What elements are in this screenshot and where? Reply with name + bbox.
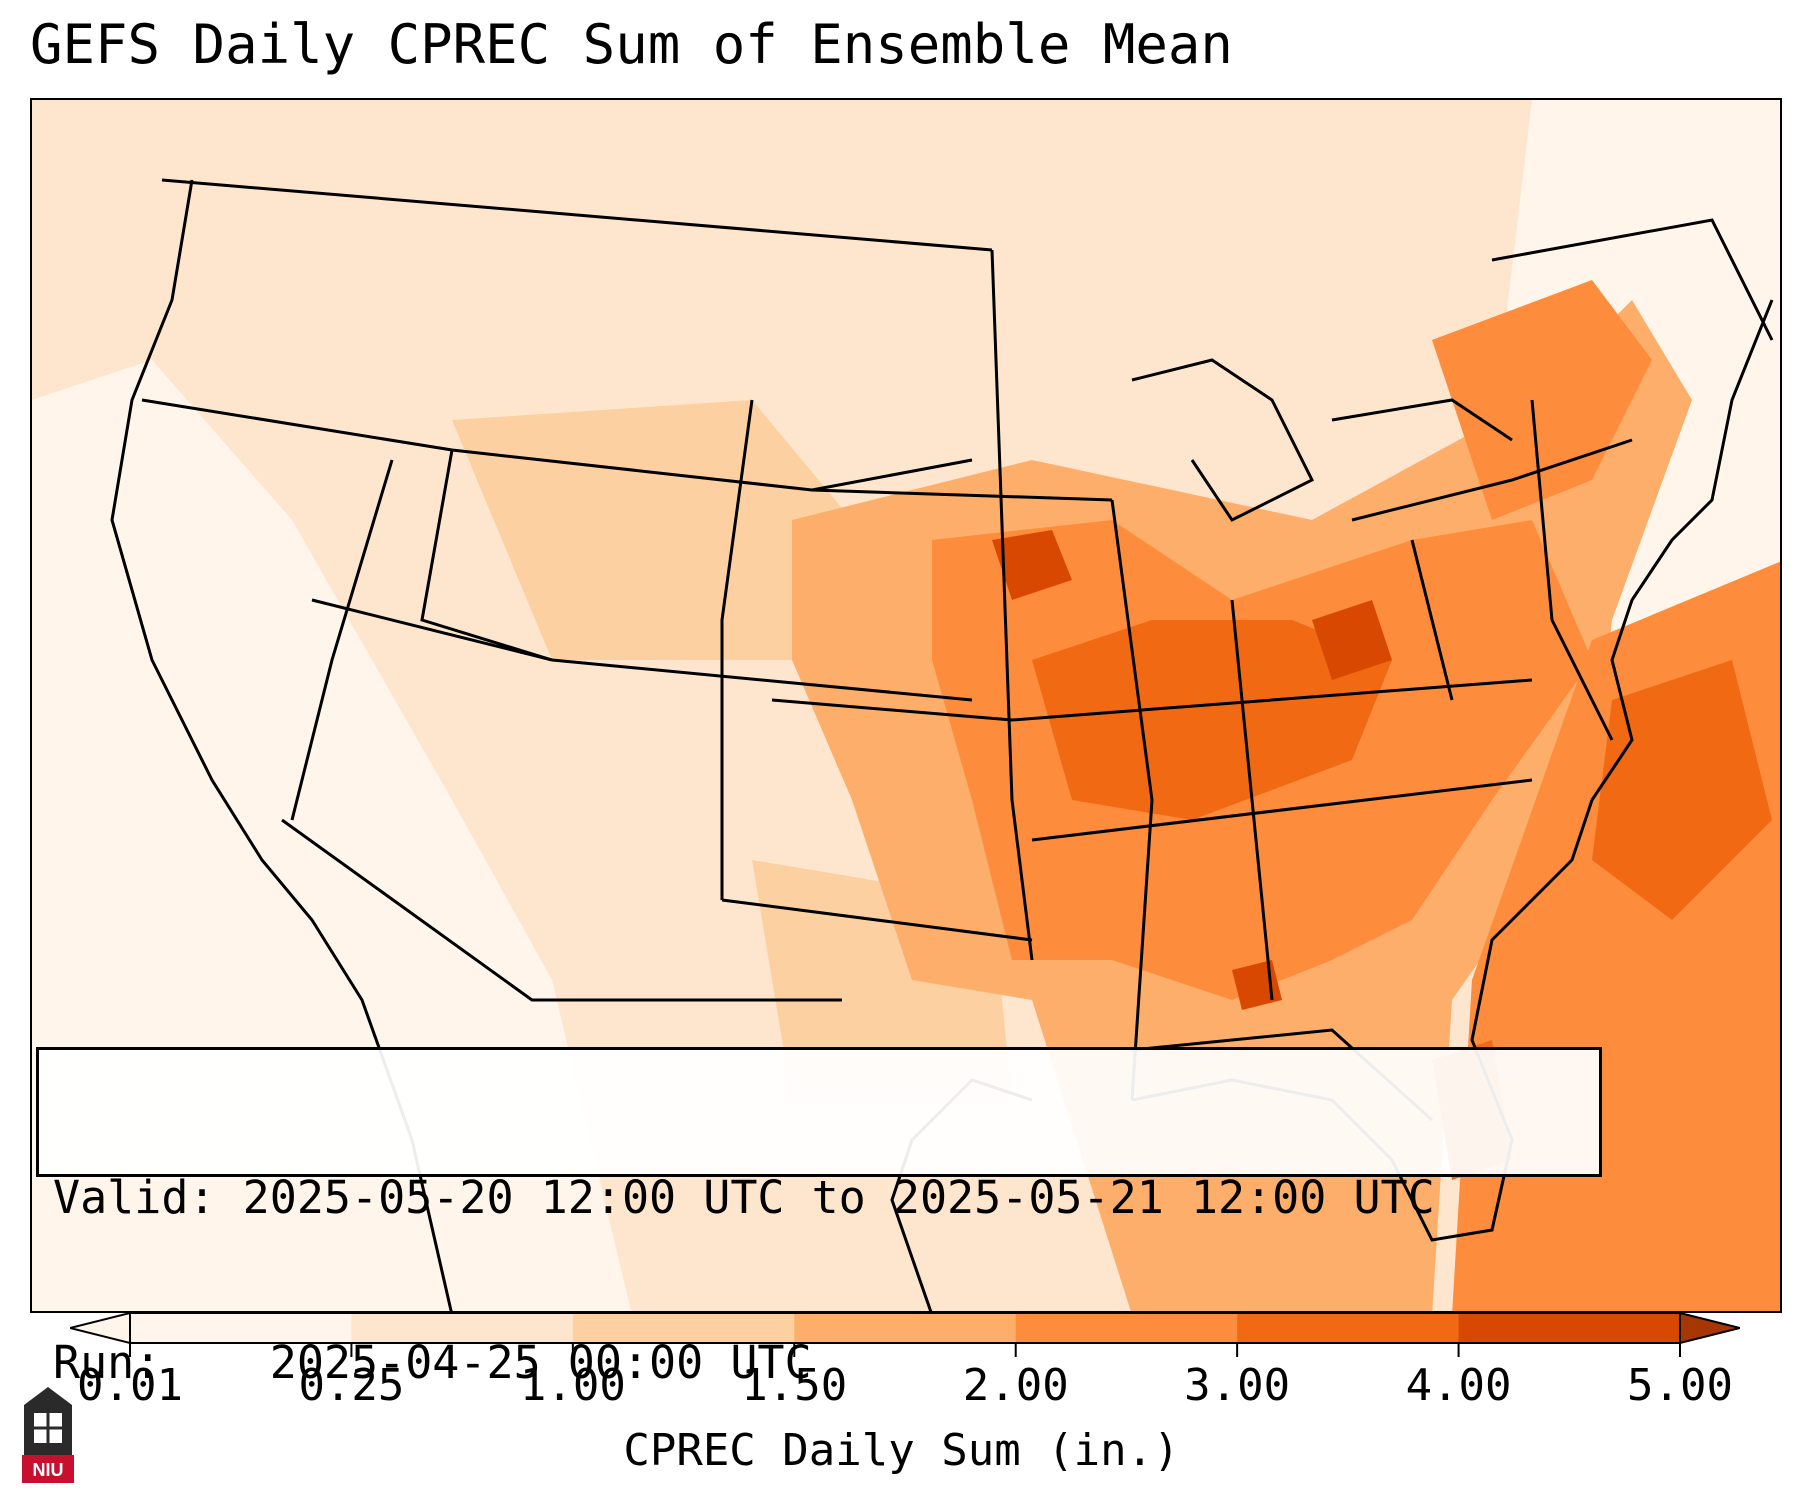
colorbar-outline bbox=[129, 1312, 1681, 1344]
map-title: GEFS Daily CPREC Sum of Ensemble Mean bbox=[30, 13, 1233, 76]
colorbar-tick-label: 1.00 bbox=[519, 1360, 626, 1411]
colorbar-segment bbox=[1237, 1313, 1460, 1343]
colorbar-tick-label: 5.00 bbox=[1627, 1360, 1733, 1411]
colorbar-extend-high bbox=[1679, 1311, 1740, 1345]
valid-label: Valid: bbox=[53, 1171, 216, 1224]
precip-northeast-high bbox=[1432, 280, 1652, 520]
precip-offshore-very-high bbox=[1592, 660, 1772, 920]
precip-core-very-high bbox=[1032, 620, 1392, 820]
colorbar-segment bbox=[351, 1313, 574, 1343]
logo-text: NIU bbox=[33, 1460, 64, 1480]
colorbar bbox=[70, 1311, 1740, 1357]
state-borders bbox=[141, 178, 1774, 1122]
niu-logo: NIU bbox=[22, 1387, 74, 1483]
colorbar-tick-label: 1.50 bbox=[741, 1360, 848, 1411]
colorbar-segment bbox=[1458, 1313, 1681, 1343]
colorbar-segment bbox=[1015, 1313, 1238, 1343]
colorbar-tick-label: 0.25 bbox=[298, 1360, 405, 1411]
precip-plains-light bbox=[452, 400, 852, 660]
run-label: Run: bbox=[53, 1336, 162, 1389]
colorbar-label: CPREC Daily Sum (in.) bbox=[623, 1425, 1180, 1476]
run-value: 2025-04-25 00:00 UTC bbox=[269, 1336, 812, 1389]
precip-peak-ohio bbox=[1312, 600, 1392, 680]
logo-red-band bbox=[22, 1455, 74, 1483]
valid-value: 2025-05-20 12:00 UTC to 2025-05-21 12:00… bbox=[242, 1171, 1435, 1224]
run-info-box: Valid: 2025-05-20 12:00 UTC to 2025-05-2… bbox=[36, 1047, 1602, 1389]
colorbar-segment bbox=[794, 1313, 1017, 1343]
colorbar-tick-label: 3.00 bbox=[1184, 1360, 1291, 1411]
colorbar-tick-label: 2.00 bbox=[962, 1360, 1069, 1411]
colorbar-segment bbox=[572, 1313, 795, 1343]
colorbar-tick-label: 4.00 bbox=[1405, 1360, 1512, 1411]
run-row: Run: 2025-04-25 00:00 UTC bbox=[53, 1335, 1585, 1390]
colorbar-tick-label: 0.01 bbox=[77, 1360, 183, 1411]
valid-row: Valid: 2025-05-20 12:00 UTC to 2025-05-2… bbox=[53, 1170, 1585, 1225]
precip-peak-iowa bbox=[992, 530, 1072, 600]
colorbar-extend-low bbox=[70, 1311, 131, 1345]
colorbar-segment bbox=[130, 1313, 352, 1343]
